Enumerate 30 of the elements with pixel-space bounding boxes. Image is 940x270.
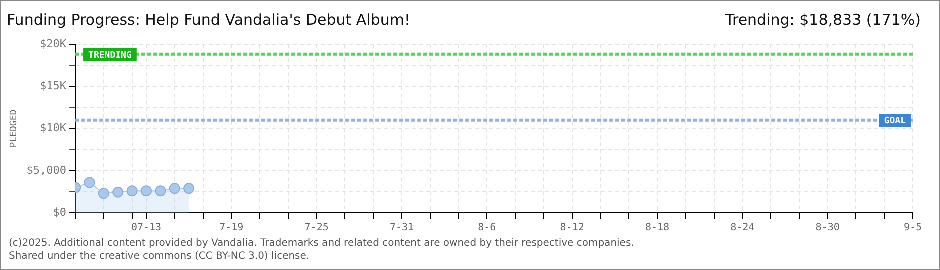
y-axis-title: PLEDGED [10, 110, 20, 148]
x-tick-label: 7-25 [304, 222, 329, 234]
ref-line-label: GOAL [884, 116, 907, 127]
x-tick-label: 8-30 [816, 222, 840, 234]
text: Shared under the creative commons (CC BY-NC 3.0) license. [9, 251, 310, 262]
y-tick-label: $15K [40, 80, 67, 93]
x-tick-label: 8-12 [560, 222, 584, 234]
text: (c)2025. Additional content provided by Vandalia. Trademarks and related content are owned by their respective companies. [9, 238, 634, 249]
x-tick-label: 9-5 [904, 222, 922, 234]
x-tick-label: 7-19 [220, 222, 244, 234]
y-tick-label: $5,000 [26, 164, 67, 177]
point [84, 177, 96, 188]
point [98, 188, 110, 200]
point [141, 186, 152, 197]
y-tick-label: $20K [40, 37, 67, 50]
point [126, 186, 138, 197]
x-tick-label: 8-6 [478, 222, 496, 234]
point [112, 186, 124, 198]
point [155, 186, 166, 197]
point [169, 183, 180, 194]
x-tick-label: 8-18 [645, 222, 670, 234]
y-tick-label: $10K [40, 122, 67, 135]
x-tick-label: 07-13 [131, 222, 162, 234]
ref-line-label: TRENDING [88, 50, 132, 61]
x-tick-label: 8-24 [730, 222, 755, 234]
y-tick-label: $0 [53, 206, 67, 219]
chart-title: Funding Progress: Help Fund Vandalia's Debut Album! [7, 11, 410, 29]
point [184, 183, 195, 194]
x-tick-label: 7-31 [390, 222, 414, 234]
chart-subtitle: Trending: $18,833 (171%) [726, 11, 921, 29]
